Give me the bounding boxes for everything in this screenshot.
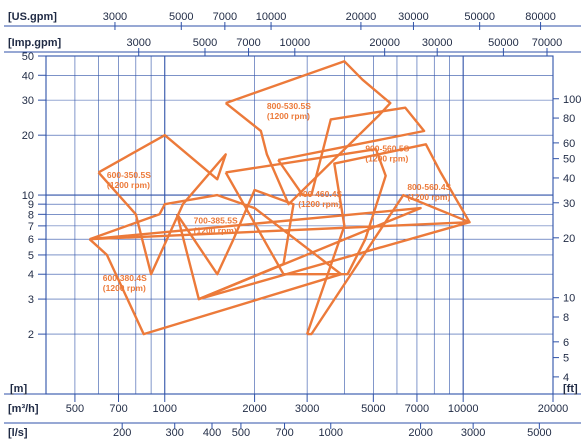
tick-label-m: 40 bbox=[22, 70, 34, 82]
tick-label-usgpm: 7000 bbox=[213, 11, 237, 23]
tick-label-usgpm: 10000 bbox=[256, 11, 287, 23]
pump-label-line: (1200 rpm) bbox=[298, 199, 341, 209]
tick-label-m: 20 bbox=[22, 130, 34, 142]
tick-label-m3h: 10000 bbox=[448, 403, 479, 415]
pump-label-line: 600-380.4S bbox=[103, 273, 147, 283]
axis-unit-m: [m] bbox=[10, 383, 27, 395]
axis-unit-m3h: [m³/h] bbox=[8, 403, 39, 415]
tick-label-impgpm: 7000 bbox=[236, 37, 260, 49]
tick-label-usgpm: 50000 bbox=[464, 11, 495, 23]
tick-label-ft: 30 bbox=[563, 198, 575, 210]
tick-label-ft: 50 bbox=[563, 154, 575, 166]
tick-label-m3h: 5000 bbox=[361, 403, 385, 415]
pump-label-line: 800-530.5S bbox=[267, 101, 311, 111]
axis-unit-impgpm: [Imp.gpm] bbox=[8, 37, 61, 49]
pump-label-6: 800-560.4S (1200 rpm) bbox=[407, 182, 451, 202]
pump-label-line: (1200 rpm) bbox=[267, 111, 310, 121]
tick-label-m3h: 1000 bbox=[153, 403, 177, 415]
pump-label-line: 600-350.5S bbox=[107, 170, 151, 180]
pump-label-line: 700-460.4S bbox=[298, 189, 342, 199]
pump-label-2: 700-385.5S (1200 rpm) bbox=[194, 215, 238, 235]
tick-label-ls: 700 bbox=[275, 427, 293, 439]
pump-label-line: (1200 rpm) bbox=[407, 192, 450, 202]
tick-label-usgpm: 5000 bbox=[169, 11, 193, 23]
axis-unit-usgpm: [US.gpm] bbox=[8, 11, 57, 23]
tick-label-m: 6 bbox=[28, 234, 34, 246]
tick-label-ft: 40 bbox=[563, 173, 575, 185]
tick-label-m: 9 bbox=[28, 199, 34, 211]
tick-label-m3h: 3000 bbox=[295, 403, 319, 415]
pump-envelope-5 bbox=[277, 106, 426, 197]
pump-label-line: (1200 rpm) bbox=[365, 153, 408, 163]
pump-envelope-4 bbox=[224, 60, 392, 206]
tick-label-impgpm: 50000 bbox=[488, 37, 519, 49]
pump-envelope-0 bbox=[97, 134, 227, 276]
pump-envelope-1 bbox=[88, 193, 343, 336]
tick-label-ls: 200 bbox=[113, 427, 131, 439]
pump-label-line: (1200 rpm) bbox=[103, 283, 146, 293]
tick-label-usgpm: 80000 bbox=[525, 11, 556, 23]
tick-label-m3h: 700 bbox=[109, 403, 127, 415]
tick-label-ft: 4 bbox=[563, 372, 569, 384]
tick-label-m3h: 500 bbox=[66, 403, 84, 415]
pump-envelope-7 bbox=[89, 206, 471, 301]
pump-label-line: (1200 rpm) bbox=[107, 180, 150, 190]
tick-label-ls: 500 bbox=[232, 427, 250, 439]
tick-label-m: 10 bbox=[22, 190, 34, 202]
tick-label-m: 5 bbox=[28, 250, 34, 262]
tick-label-m: 8 bbox=[28, 209, 34, 221]
tick-label-m3h: 7000 bbox=[405, 403, 429, 415]
tick-label-impgpm: 5000 bbox=[193, 37, 217, 49]
tick-label-ft: 6 bbox=[563, 337, 569, 349]
pump-envelope-6 bbox=[305, 143, 471, 336]
tick-label-ft: 8 bbox=[563, 312, 569, 324]
tick-label-ft: 20 bbox=[563, 233, 575, 245]
pump-label-line: 700-385.5S bbox=[194, 215, 238, 225]
tick-label-m: 30 bbox=[22, 95, 34, 107]
tick-label-m3h: 2000 bbox=[242, 403, 266, 415]
tick-label-m: 3 bbox=[28, 294, 34, 306]
pump-label-5: 900-560.5S (1200 rpm) bbox=[365, 143, 409, 163]
tick-label-impgpm: 20000 bbox=[369, 37, 400, 49]
tick-label-ls: 400 bbox=[203, 427, 221, 439]
pump-label-1: 600-380.4S (1200 rpm) bbox=[103, 273, 147, 293]
tick-label-ls: 1000 bbox=[319, 427, 343, 439]
tick-label-m: 2 bbox=[28, 329, 34, 341]
pump-label-line: (1200 rpm) bbox=[194, 225, 237, 235]
tick-label-usgpm: 3000 bbox=[103, 11, 127, 23]
tick-label-ls: 300 bbox=[166, 427, 184, 439]
pump-label-line: 900-560.5S bbox=[365, 143, 409, 153]
tick-label-ft: 80 bbox=[563, 113, 575, 125]
tick-label-ft: 60 bbox=[563, 138, 575, 150]
axis-unit-ls: [l/s] bbox=[8, 427, 28, 439]
pump-label-3: 700-460.4S (1200 rpm) bbox=[298, 189, 342, 209]
tick-label-ft: 10 bbox=[563, 293, 575, 305]
tick-label-m3h: 20000 bbox=[538, 403, 569, 415]
tick-label-usgpm: 20000 bbox=[346, 11, 377, 23]
tick-label-ft: 100 bbox=[563, 94, 581, 106]
tick-label-impgpm: 10000 bbox=[280, 37, 311, 49]
tick-label-ls: 3000 bbox=[461, 427, 485, 439]
tick-label-m: 4 bbox=[28, 269, 34, 281]
tick-label-impgpm: 70000 bbox=[532, 37, 563, 49]
tick-label-impgpm: 3000 bbox=[126, 37, 150, 49]
tick-label-usgpm: 30000 bbox=[398, 11, 429, 23]
pump-label-0: 600-350.5S (1200 rpm) bbox=[107, 170, 151, 190]
tick-label-ls: 2000 bbox=[408, 427, 432, 439]
tick-label-m: 7 bbox=[28, 221, 34, 233]
pump-envelope-2 bbox=[175, 188, 295, 301]
pump-label-4: 800-530.5S (1200 rpm) bbox=[267, 101, 311, 121]
axis-unit-ft: [ft] bbox=[563, 383, 578, 395]
tick-label-ft: 5 bbox=[563, 353, 569, 365]
tick-label-ls: 5000 bbox=[527, 427, 551, 439]
tick-label-m: 50 bbox=[22, 51, 34, 63]
tick-label-impgpm: 30000 bbox=[422, 37, 453, 49]
pump-label-line: 800-560.4S bbox=[407, 182, 451, 192]
